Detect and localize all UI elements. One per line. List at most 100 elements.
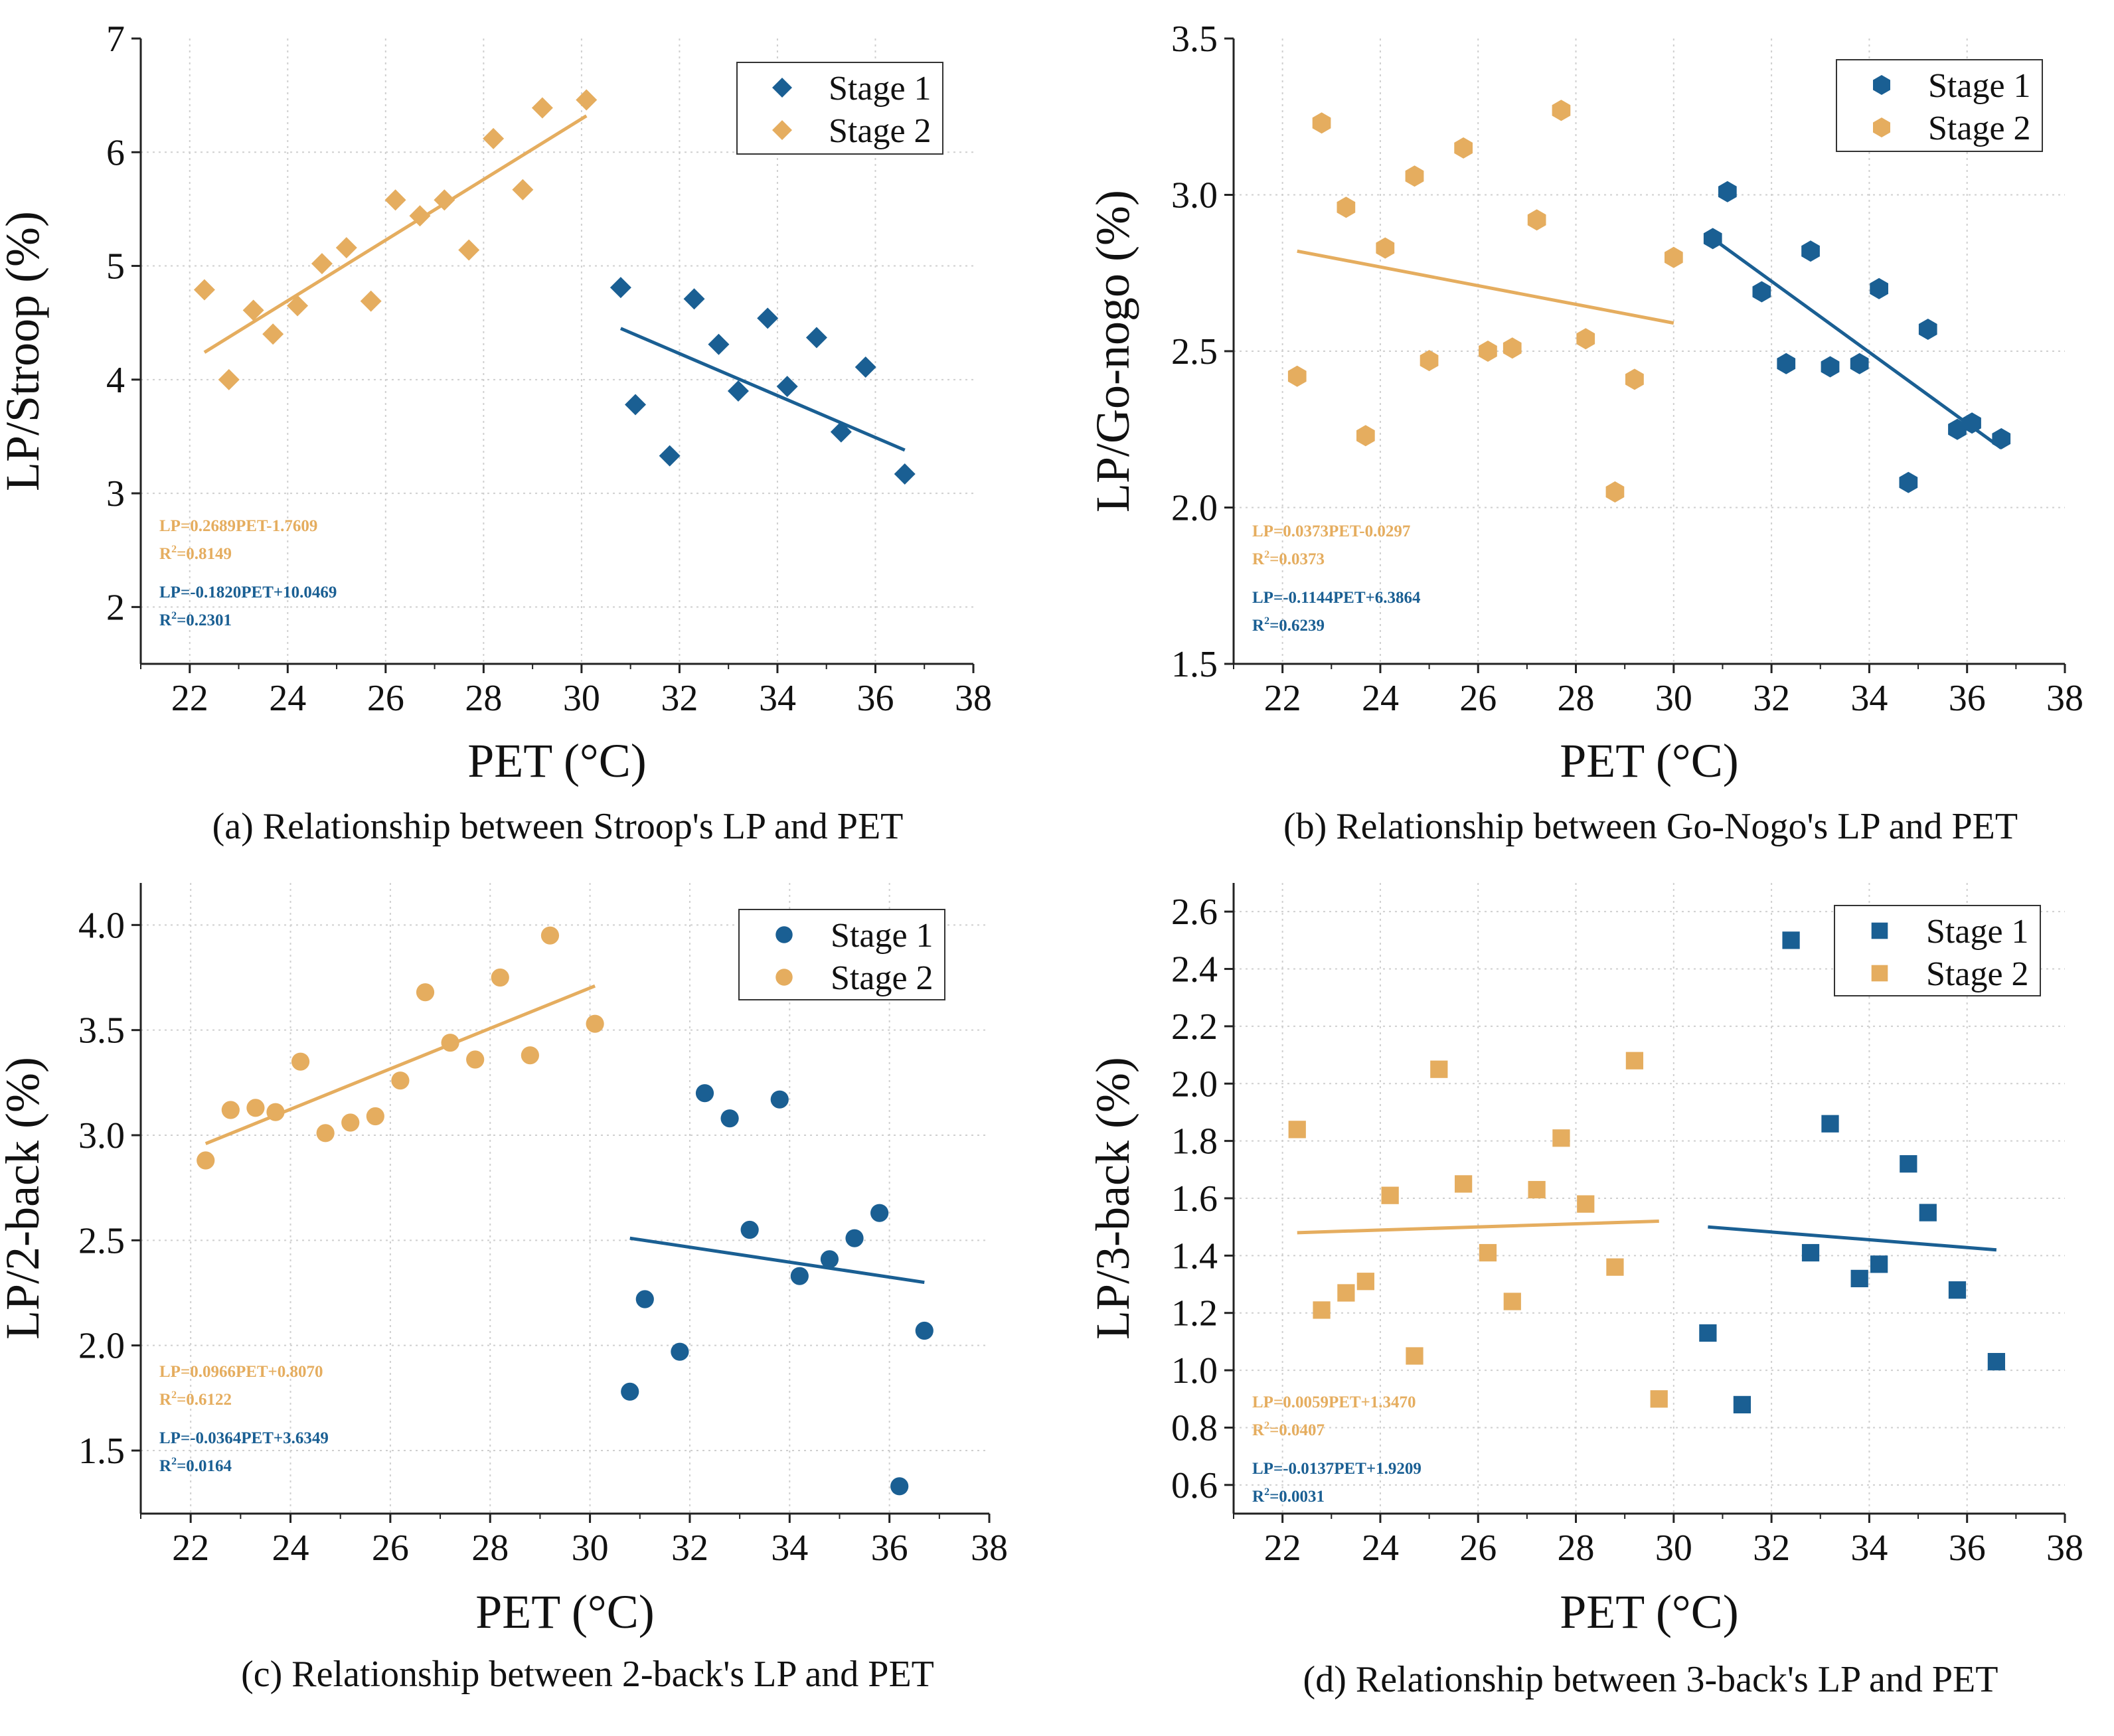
- r-squared: R2=0.2301: [159, 610, 232, 629]
- data-point-stage-2: [1479, 1243, 1497, 1262]
- x-tick-label: 24: [272, 1528, 309, 1569]
- legend-marker-stage-1: [1871, 922, 1888, 939]
- data-point-stage-2: [242, 299, 264, 321]
- data-point-stage-2: [1312, 112, 1331, 134]
- x-tick-label: 28: [1558, 1528, 1595, 1569]
- data-point-stage-2: [1405, 165, 1424, 187]
- legend-marker-stage-1: [1873, 75, 1890, 95]
- y-tick-label: 2.6: [1171, 892, 1218, 933]
- data-point-stage-1: [845, 1229, 864, 1247]
- x-tick-label: 28: [1558, 678, 1595, 719]
- fit-equation: LP=-0.0137PET+1.9209: [1252, 1460, 1422, 1478]
- r-squared: R2=0.0164: [159, 1456, 232, 1475]
- x-tick-label: 36: [871, 1528, 908, 1569]
- x-tick-label: 22: [172, 1528, 209, 1569]
- data-point-stage-2: [1376, 237, 1395, 259]
- y-tick-label: 5: [106, 246, 125, 287]
- legend-label-stage-2: Stage 2: [831, 959, 934, 997]
- y-tick-label: 1.8: [1171, 1121, 1218, 1162]
- legend-marker-stage-1: [775, 926, 793, 943]
- data-point-stage-1: [621, 1382, 639, 1401]
- r-squared-symbol: R: [159, 1457, 172, 1475]
- fit-equation: LP=-0.1144PET+6.3864: [1252, 589, 1421, 607]
- chart-panel-c: 22 24 26 28 30 32 34 36 381.52.02.53.03.54.0PET …: [0, 883, 1008, 1695]
- data-point-stage-1: [1963, 412, 1981, 434]
- data-point-stage-1: [720, 1109, 739, 1128]
- data-point-stage-2: [384, 189, 406, 211]
- panel-title: (b) Relationship between Go-Nogo's LP an…: [1283, 806, 2018, 847]
- data-point-stage-2: [1527, 209, 1546, 231]
- data-point-stage-2: [1605, 481, 1625, 503]
- x-tick-label: 34: [1850, 1528, 1888, 1569]
- data-point-stage-1: [1777, 353, 1796, 374]
- data-point-stage-2: [246, 1099, 265, 1117]
- legend-label-stage-1: Stage 1: [1928, 67, 2031, 105]
- data-point-stage-1: [894, 463, 916, 485]
- data-point-stage-2: [221, 1101, 240, 1119]
- data-point-stage-1: [1918, 319, 1937, 340]
- y-tick-label: 2.0: [1171, 1064, 1218, 1105]
- x-tick-label: 22: [171, 678, 208, 719]
- x-tick-label: 24: [269, 678, 306, 719]
- x-tick-label: 38: [2046, 678, 2083, 719]
- data-point-stage-2: [1430, 1060, 1448, 1078]
- legend-box: [1836, 59, 2043, 152]
- data-point-stage-1: [625, 394, 647, 416]
- x-tick-label: 38: [955, 678, 992, 719]
- r-squared-exponent: 2: [1264, 1486, 1269, 1498]
- r-squared-value: =0.0373: [1269, 550, 1325, 568]
- y-tick-label: 3: [106, 473, 125, 514]
- x-tick-label: 26: [372, 1528, 409, 1569]
- data-point-stage-1: [695, 1084, 714, 1103]
- data-point-stage-2: [1356, 425, 1375, 447]
- data-point-stage-1: [830, 421, 852, 443]
- r-squared: R2=0.6239: [1252, 615, 1325, 635]
- x-tick-label: 36: [1949, 1528, 1986, 1569]
- y-tick-label: 3.0: [78, 1115, 125, 1156]
- x-axis-label: PET (°C): [467, 734, 646, 787]
- data-point-stage-1: [610, 277, 631, 299]
- data-point-stage-1: [805, 327, 827, 349]
- r-squared-exponent: 2: [171, 1456, 177, 1467]
- y-tick-label: 1.4: [1171, 1235, 1218, 1277]
- data-point-stage-2: [434, 189, 455, 211]
- data-point-stage-2: [1313, 1301, 1331, 1319]
- data-point-stage-2: [576, 89, 598, 111]
- data-point-stage-1: [1752, 281, 1771, 303]
- data-point-stage-1: [1801, 1243, 1820, 1262]
- data-point-stage-2: [266, 1103, 285, 1121]
- y-axis-label: LP/2-back (%): [0, 1057, 49, 1340]
- data-point-stage-2: [1576, 328, 1595, 350]
- r-squared: R2=0.0031: [1252, 1486, 1325, 1506]
- data-point-stage-1: [740, 1220, 759, 1239]
- r-squared-exponent: 2: [1264, 1420, 1269, 1431]
- fit-equation: LP=0.0373PET-0.0297: [1252, 522, 1410, 540]
- data-point-stage-2: [391, 1071, 410, 1090]
- data-point-stage-1: [770, 1090, 789, 1109]
- data-point-stage-2: [291, 1052, 310, 1071]
- data-point-stage-2: [458, 239, 480, 261]
- data-point-stage-1: [915, 1321, 934, 1340]
- data-point-stage-1: [1899, 471, 1918, 493]
- data-point-stage-2: [262, 323, 284, 345]
- r-squared: R2=0.0407: [1252, 1420, 1325, 1439]
- data-point-stage-2: [1287, 365, 1307, 387]
- chart-panel-d: 22 24 26 28 30 32 34 36 380.60.81.01.21.41.61.82…: [1086, 883, 2083, 1700]
- legend-label-stage-2: Stage 2: [829, 112, 932, 150]
- data-point-stage-2: [1606, 1258, 1624, 1276]
- data-point-stage-2: [1406, 1347, 1423, 1365]
- r-squared-symbol: R: [159, 611, 172, 629]
- data-point-stage-1: [1718, 181, 1737, 202]
- x-axis-label: PET (°C): [475, 1585, 654, 1638]
- legend-box: [738, 909, 945, 1000]
- x-tick-label: 36: [1949, 678, 1986, 719]
- y-tick-label: 0.6: [1171, 1465, 1218, 1506]
- data-point-stage-1: [659, 445, 681, 467]
- data-point-stage-1: [854, 356, 876, 378]
- y-tick-label: 1.0: [1171, 1350, 1218, 1391]
- legend-marker-stage-2: [1873, 118, 1890, 137]
- data-point-stage-1: [1699, 1324, 1717, 1342]
- r-squared-value: =0.8149: [177, 545, 232, 563]
- y-tick-label: 4.0: [78, 905, 125, 946]
